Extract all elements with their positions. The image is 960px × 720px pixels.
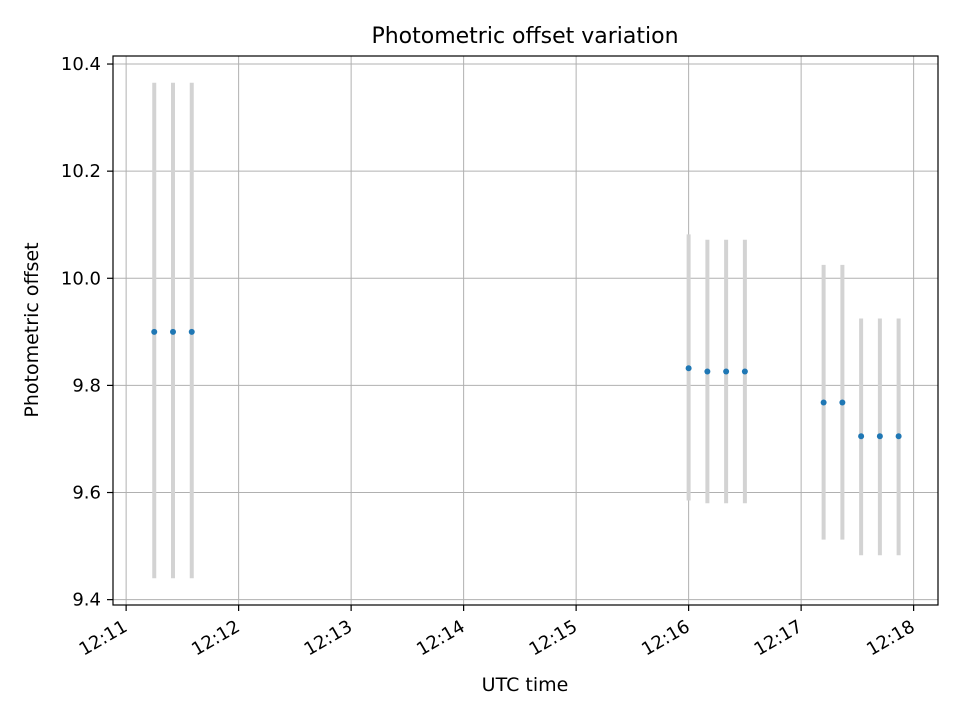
data-point	[820, 399, 827, 406]
data-points	[151, 328, 902, 440]
data-point	[858, 433, 865, 440]
y-tick-label: 9.8	[72, 375, 101, 396]
data-point	[895, 433, 902, 440]
data-point	[170, 328, 176, 335]
data-point	[188, 328, 195, 335]
data-point	[839, 399, 846, 406]
y-axis-label: Photometric offset	[21, 242, 43, 417]
y-axis-ticks: 9.4 9.6 9.8 10.0 10.2 10.4	[61, 54, 113, 611]
y-tick-label: 9.4	[72, 590, 101, 611]
data-point	[741, 368, 748, 375]
data-point	[685, 365, 692, 372]
y-tick-label: 9.6	[72, 483, 101, 504]
plot-frame	[112, 55, 939, 606]
chart-title: Photometric offset variation	[371, 24, 678, 49]
data-point	[704, 368, 711, 375]
data-point	[151, 328, 158, 335]
data-point	[876, 433, 883, 440]
y-tick-label: 10.0	[61, 268, 101, 289]
data-point	[723, 368, 730, 375]
x-axis-label: UTC time	[482, 674, 569, 696]
y-tick-label: 10.2	[61, 161, 101, 182]
y-tick-label: 10.4	[61, 54, 101, 75]
